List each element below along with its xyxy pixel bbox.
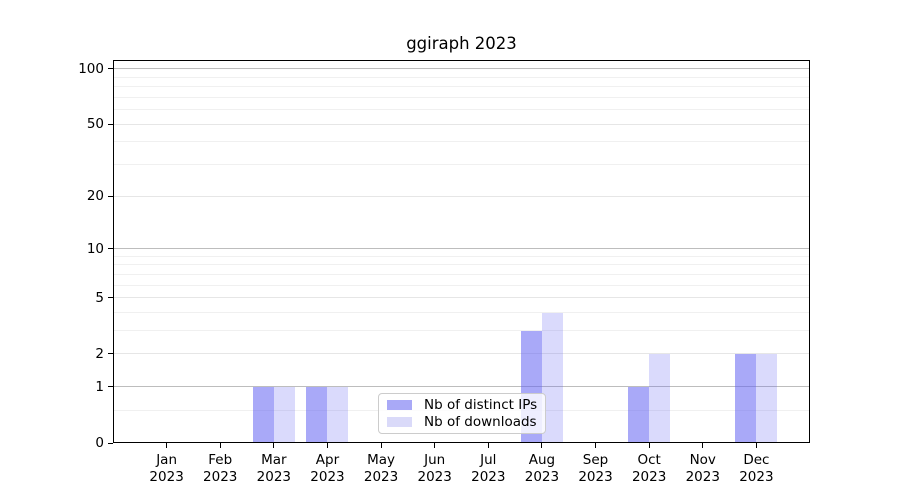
x-tick [541,443,543,448]
y-tick [108,123,113,125]
legend-label-downloads: Nb of downloads [424,413,537,430]
x-tick-label: Aug 2023 [524,452,560,485]
bar-oct-nb-of-distinct-ips [628,386,650,443]
x-tick [434,443,436,448]
x-tick-label: Nov 2023 [685,452,720,485]
x-tick-label: Feb 2023 [203,452,238,485]
x-tick-label: May 2023 [363,452,399,485]
x-tick [595,443,597,448]
x-tick-label: Jul 2023 [471,452,506,485]
y-tick-label: 5 [95,289,104,306]
bar-apr-nb-of-distinct-ips [306,386,328,443]
legend-swatch-downloads [387,416,412,427]
y-tick [108,248,113,250]
gridline-major [113,195,810,197]
x-tick-label: Apr 2023 [310,452,345,485]
y-tick [108,442,113,444]
x-tick [487,443,489,448]
gridline-minor [113,330,810,332]
x-tick-label: Oct 2023 [631,452,667,485]
bar-dec-nb-of-downloads [756,353,778,443]
legend-swatch-distinct-ips [387,400,412,411]
legend-item-distinct-ips: Nb of distinct IPs [387,397,537,413]
y-tick-label: 2 [95,345,104,362]
y-tick-label: 100 [78,60,104,77]
gridline-minor [113,141,810,143]
gridline-minor [113,273,810,275]
bar-oct-nb-of-downloads [649,353,671,443]
gridline-minor [113,76,810,78]
gridline-minor [113,312,810,313]
y-tick [108,353,113,355]
y-tick [108,68,113,70]
gridline-minor [113,96,810,98]
y-tick-label: 50 [86,116,104,133]
y-tick-label: 0 [95,435,104,451]
gridline-minor [113,109,810,111]
x-tick-label: Sep 2023 [578,452,613,485]
legend: Nb of distinct IPs Nb of downloads [378,393,546,434]
legend-item-downloads: Nb of downloads [387,414,537,430]
gridline-minor [113,86,810,88]
bar-apr-nb-of-downloads [327,386,349,443]
x-tick [702,443,704,448]
y-tick-label: 20 [86,188,104,205]
x-tick-label: Mar 2023 [256,452,292,485]
gridline-minor [113,264,810,266]
legend-label-distinct-ips: Nb of distinct IPs [424,397,538,414]
gridline-decade [113,68,810,70]
x-tick-label: Jun 2023 [417,452,452,485]
gridline-decade [113,248,810,250]
x-tick [219,443,221,448]
bar-mar-nb-of-distinct-ips [252,386,274,443]
y-tick-label: 10 [86,240,104,257]
x-tick-label: Jan 2023 [149,452,184,485]
x-tick [273,443,275,448]
gridline-major [113,297,810,299]
y-tick [108,386,113,388]
x-tick [755,443,757,448]
bar-mar-nb-of-downloads [273,386,295,443]
x-tick-label: Dec 2023 [739,452,774,485]
gridline-decade [113,386,810,388]
gridline-minor [113,164,810,166]
y-tick-label: 1 [95,378,104,395]
x-tick [326,443,328,448]
gridline-major [113,353,810,355]
bar-dec-nb-of-distinct-ips [735,353,757,443]
x-tick [380,443,382,448]
gridline-major [113,123,810,125]
y-tick [108,195,113,197]
x-tick [166,443,168,448]
chart-title: ggiraph 2023 [406,34,517,53]
gridline-minor [113,255,810,257]
x-tick [648,443,650,448]
y-tick [108,297,113,299]
bar-aug-nb-of-downloads [541,312,563,443]
gridline-minor [113,284,810,286]
